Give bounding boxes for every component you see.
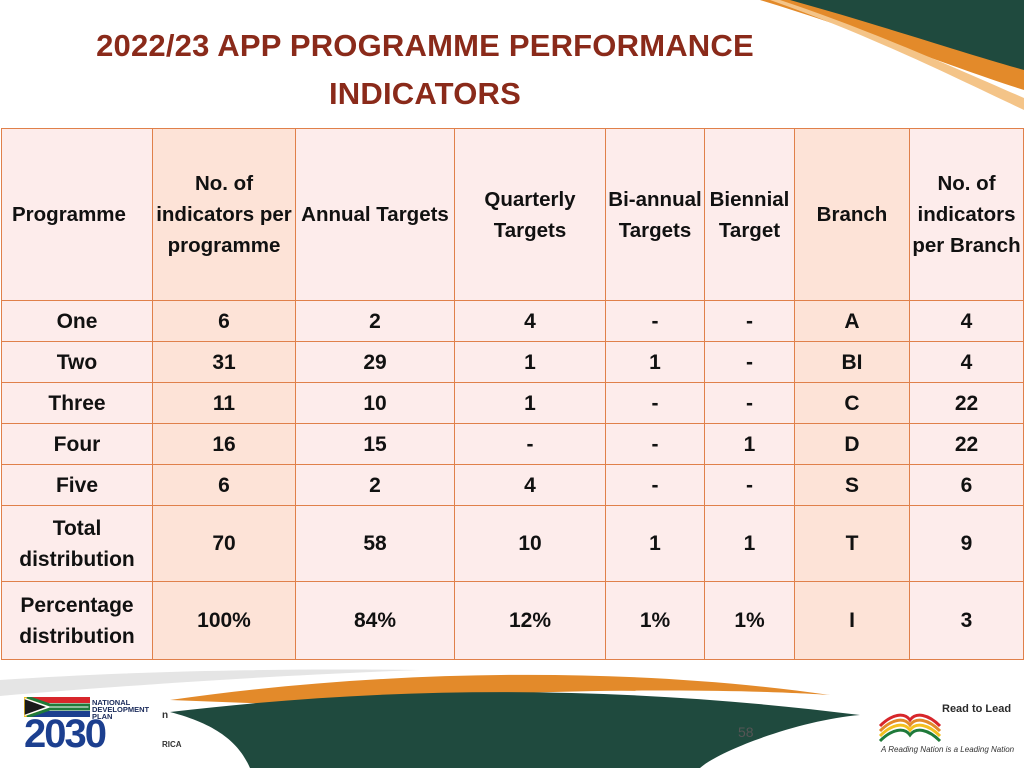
cell-bi-annual: - — [605, 423, 705, 465]
header-biennial-target: Biennial Target — [704, 128, 795, 301]
cell-branch-indicators: 4 — [909, 341, 1024, 383]
cell-biennial: 1 — [704, 505, 795, 582]
cell-bi-annual: - — [605, 382, 705, 424]
cell-programme: Total distribution — [1, 505, 153, 582]
cell-annual: 29 — [295, 341, 455, 383]
cell-branch-indicators: 6 — [909, 464, 1024, 506]
cell-branch: S — [794, 464, 910, 506]
cell-branch-indicators: 22 — [909, 382, 1024, 424]
cell-annual: 2 — [295, 300, 455, 342]
table-row: Four 16 15 - - 1 D 22 — [1, 423, 1024, 465]
cell-quarterly: 4 — [454, 300, 606, 342]
table-row: One 6 2 4 - - A 4 — [1, 300, 1024, 342]
cell-bi-annual: - — [605, 464, 705, 506]
cell-bi-annual: 1% — [605, 581, 705, 660]
slide-title-line1: 2022/23 APP PROGRAMME PERFORMANCE — [96, 28, 754, 63]
header-indicators-per-programme: No. of indicators per programme — [152, 128, 296, 301]
table-row: Two 31 29 1 1 - BI 4 — [1, 341, 1024, 383]
south-africa-flag-icon — [24, 697, 90, 717]
cell-indicators: 6 — [152, 300, 296, 342]
cell-biennial: - — [704, 464, 795, 506]
slide-title-line2: INDICATORS — [328, 76, 522, 111]
ndp-side-bottom: RICA — [162, 740, 182, 749]
read-to-lead-tagline: A Reading Nation is a Leading Nation — [881, 745, 1015, 754]
cell-quarterly: 12% — [454, 581, 606, 660]
cell-biennial: - — [704, 300, 795, 342]
header-programme: Programme — [1, 128, 153, 301]
cell-programme: One — [1, 300, 153, 342]
cell-branch: T — [794, 505, 910, 582]
ndp-line3: PLAN — [92, 712, 113, 721]
header-annual-targets: Annual Targets — [295, 128, 455, 301]
cell-programme: Five — [1, 464, 153, 506]
cell-branch-indicators: 4 — [909, 300, 1024, 342]
ndp-year: 2030 — [24, 712, 107, 756]
cell-biennial: 1 — [704, 423, 795, 465]
read-to-lead-title: Read to Lead — [942, 703, 1012, 715]
open-book-icon — [878, 713, 942, 743]
cell-quarterly: - — [454, 423, 606, 465]
table-header-row: Programme No. of indicators per programm… — [1, 128, 1024, 301]
cell-annual: 10 — [295, 382, 455, 424]
cell-programme: Percentage distribution — [1, 581, 153, 660]
cell-indicators: 6 — [152, 464, 296, 506]
table-row: Five 6 2 4 - - S 6 — [1, 464, 1024, 506]
cell-biennial: 1% — [704, 581, 795, 660]
cell-programme: Three — [1, 382, 153, 424]
table-row-percentage: Percentage distribution 100% 84% 12% 1% … — [1, 581, 1024, 660]
cell-branch: C — [794, 382, 910, 424]
cell-quarterly: 1 — [454, 341, 606, 383]
cell-branch: I — [794, 581, 910, 660]
cell-branch-indicators: 3 — [909, 581, 1024, 660]
cell-indicators: 70 — [152, 505, 296, 582]
bottom-swoosh-decoration — [0, 666, 1024, 768]
cell-branch: D — [794, 423, 910, 465]
cell-branch: A — [794, 300, 910, 342]
cell-indicators: 11 — [152, 382, 296, 424]
ndp-side-top: n — [162, 710, 169, 721]
cell-programme: Two — [1, 341, 153, 383]
cell-branch-indicators: 22 — [909, 423, 1024, 465]
header-quarterly-targets: Quarterly Targets — [454, 128, 606, 301]
cell-annual: 15 — [295, 423, 455, 465]
table-row-total: Total distribution 70 58 10 1 1 T 9 — [1, 505, 1024, 582]
cell-programme: Four — [1, 423, 153, 465]
header-indicators-per-branch: No. of indicators per Branch — [909, 128, 1024, 301]
indicators-table: Programme No. of indicators per programm… — [1, 128, 1024, 660]
cell-quarterly: 10 — [454, 505, 606, 582]
cell-bi-annual: 1 — [605, 341, 705, 383]
header-bi-annual-targets: Bi-annual Targets — [605, 128, 705, 301]
cell-annual: 84% — [295, 581, 455, 660]
slide-title: 2022/23 APP PROGRAMME PERFORMANCE INDICA… — [0, 22, 850, 118]
cell-indicators: 16 — [152, 423, 296, 465]
top-swoosh-decoration — [760, 0, 1024, 110]
cell-bi-annual: - — [605, 300, 705, 342]
cell-annual: 58 — [295, 505, 455, 582]
cell-indicators: 31 — [152, 341, 296, 383]
header-branch: Branch — [794, 128, 910, 301]
ndp-line2: DEVELOPMENT — [92, 705, 150, 714]
cell-annual: 2 — [295, 464, 455, 506]
ndp-line1: NATIONAL — [92, 698, 131, 707]
cell-bi-annual: 1 — [605, 505, 705, 582]
cell-indicators: 100% — [152, 581, 296, 660]
cell-quarterly: 4 — [454, 464, 606, 506]
cell-quarterly: 1 — [454, 382, 606, 424]
page-number: 58 — [738, 724, 754, 740]
table-row: Three 11 10 1 - - C 22 — [1, 382, 1024, 424]
cell-branch-indicators: 9 — [909, 505, 1024, 582]
cell-branch: BI — [794, 341, 910, 383]
cell-biennial: - — [704, 341, 795, 383]
cell-biennial: - — [704, 382, 795, 424]
